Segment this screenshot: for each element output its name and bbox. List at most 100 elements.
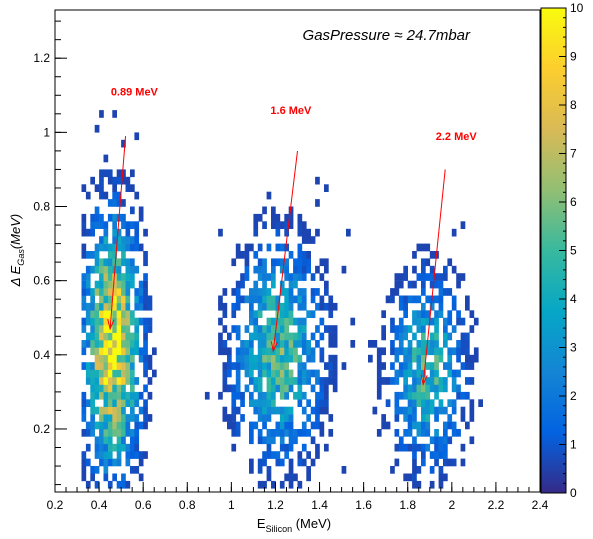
heatmap-cell: [306, 347, 311, 356]
heatmap-cell: [279, 362, 285, 370]
heatmap-cell: [130, 317, 135, 326]
heatmap-cell: [125, 362, 131, 370]
heatmap-cell: [257, 340, 263, 348]
heatmap-cell: [288, 473, 294, 482]
heatmap-cell: [103, 236, 109, 244]
heatmap-cell: [253, 280, 259, 289]
heatmap-cell: [421, 317, 426, 326]
heatmap-cell: [421, 414, 426, 422]
heatmap-cell: [222, 369, 228, 378]
heatmap-cell: [266, 369, 272, 378]
heatmap-cell: [99, 384, 104, 393]
heatmap-cell: [244, 354, 250, 363]
heatmap-cell: [288, 251, 294, 259]
heatmap-cell: [147, 302, 153, 311]
heatmap-cell: [451, 458, 457, 467]
heatmap-cell: [271, 436, 276, 445]
heatmap-cell: [284, 273, 289, 281]
heatmap-cell: [130, 369, 135, 378]
annotation-label: 2.2 MeV: [436, 131, 478, 143]
heatmap-cell: [443, 265, 448, 274]
heatmap-cell: [249, 340, 254, 348]
heatmap-cell: [284, 317, 289, 326]
heatmap-cell: [249, 354, 254, 363]
z-tick-label: 2: [570, 389, 577, 403]
heatmap-cell: [284, 228, 289, 237]
heatmap-cell: [85, 228, 91, 237]
heatmap-cell: [288, 340, 294, 348]
heatmap-cell: [134, 340, 140, 348]
heatmap-cell: [275, 354, 281, 363]
heatmap-cell: [231, 443, 237, 452]
heatmap-cell: [443, 325, 448, 333]
heatmap-cell: [103, 473, 109, 482]
heatmap-cell: [473, 354, 479, 363]
heatmap-cell: [257, 288, 263, 296]
heatmap-cell: [412, 451, 417, 459]
heatmap-cell: [94, 436, 100, 445]
heatmap-cell: [315, 451, 320, 459]
heatmap-cell: [125, 273, 131, 281]
heatmap-cell: [218, 340, 223, 348]
heatmap-cell: [99, 317, 104, 326]
heatmap-cell: [103, 458, 109, 467]
annotation-arrowhead: [107, 319, 115, 331]
y-tick-label: 0.4: [33, 348, 50, 362]
heatmap-cell: [130, 236, 135, 244]
heatmap-cell: [99, 443, 104, 452]
heatmap-cell: [81, 451, 87, 459]
heatmap-cell: [266, 384, 272, 393]
heatmap-cell: [266, 288, 272, 296]
heatmap-cell: [324, 184, 329, 192]
heatmap-cell: [81, 213, 87, 222]
heatmap-cell: [271, 317, 276, 326]
heatmap-cell: [94, 317, 100, 326]
heatmap-cell: [116, 169, 122, 178]
heatmap-cell: [416, 317, 422, 326]
heatmap-cell: [376, 384, 382, 393]
heatmap-cell: [125, 443, 131, 452]
heatmap-cell: [284, 451, 289, 459]
heatmap-cell: [266, 406, 272, 415]
heatmap-cell: [429, 466, 435, 474]
heatmap-cell: [407, 391, 413, 400]
heatmap-cell: [143, 421, 148, 430]
heatmap-cell: [297, 354, 303, 363]
heatmap-cell: [138, 473, 144, 482]
heatmap-cell: [125, 288, 131, 296]
heatmap-cell: [315, 399, 320, 407]
heatmap-cell: [315, 377, 320, 385]
heatmap-cell: [253, 384, 259, 393]
heatmap-cell: [416, 391, 422, 400]
heatmap-cell: [112, 429, 117, 437]
heatmap-cell: [447, 362, 453, 370]
heatmap-cell: [297, 302, 303, 311]
heatmap-cell: [328, 354, 334, 363]
heatmap-cell: [284, 295, 289, 304]
heatmap-cell: [81, 317, 87, 326]
heatmap-cell: [319, 258, 325, 267]
heatmap-cell: [394, 414, 400, 422]
heatmap-cell: [240, 273, 245, 281]
heatmap-cell: [315, 369, 320, 378]
heatmap-cell: [90, 429, 95, 437]
heatmap-cell: [398, 340, 404, 348]
heatmap-cell: [231, 310, 237, 318]
heatmap-cell: [398, 295, 404, 304]
heatmap-cell: [125, 302, 131, 311]
heatmap-cell: [231, 421, 237, 430]
heatmap-cell: [429, 362, 435, 370]
heatmap-cell: [125, 243, 131, 252]
heatmap-cell: [99, 414, 104, 422]
heatmap-cell: [412, 384, 417, 393]
heatmap-cell: [288, 480, 294, 489]
heatmap-cell: [443, 443, 448, 452]
heatmap-cell: [143, 362, 148, 370]
heatmap-cell: [306, 466, 311, 474]
heatmap-cell: [222, 288, 228, 296]
heatmap-cell: [134, 443, 140, 452]
heatmap-cell: [403, 332, 408, 341]
heatmap-cell: [288, 443, 294, 452]
heatmap-cell: [447, 310, 453, 318]
